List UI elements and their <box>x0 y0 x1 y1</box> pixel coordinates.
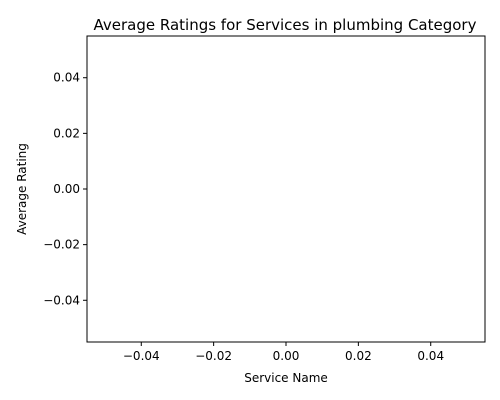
y-tick-label: 0.04 <box>53 71 80 85</box>
y-tick-label: 0.02 <box>53 126 80 140</box>
x-tick-label: 0.00 <box>273 349 300 363</box>
chart-title: Average Ratings for Services in plumbing… <box>94 16 477 34</box>
y-tick-label: −0.02 <box>43 238 80 252</box>
y-axis-label: Average Rating <box>15 143 29 235</box>
y-tick-label: 0.00 <box>53 182 80 196</box>
x-tick-label: 0.04 <box>417 349 444 363</box>
x-axis: −0.04 −0.02 0.00 0.02 0.04 <box>123 342 444 363</box>
plot-area <box>86 35 486 343</box>
x-axis-label: Service Name <box>244 371 328 385</box>
x-tick-label: 0.02 <box>345 349 372 363</box>
x-tick-label: −0.04 <box>123 349 160 363</box>
x-tick-label: −0.02 <box>195 349 232 363</box>
y-tick-label: −0.04 <box>43 293 80 307</box>
y-axis: −0.04 −0.02 0.00 0.02 0.04 <box>43 71 87 307</box>
